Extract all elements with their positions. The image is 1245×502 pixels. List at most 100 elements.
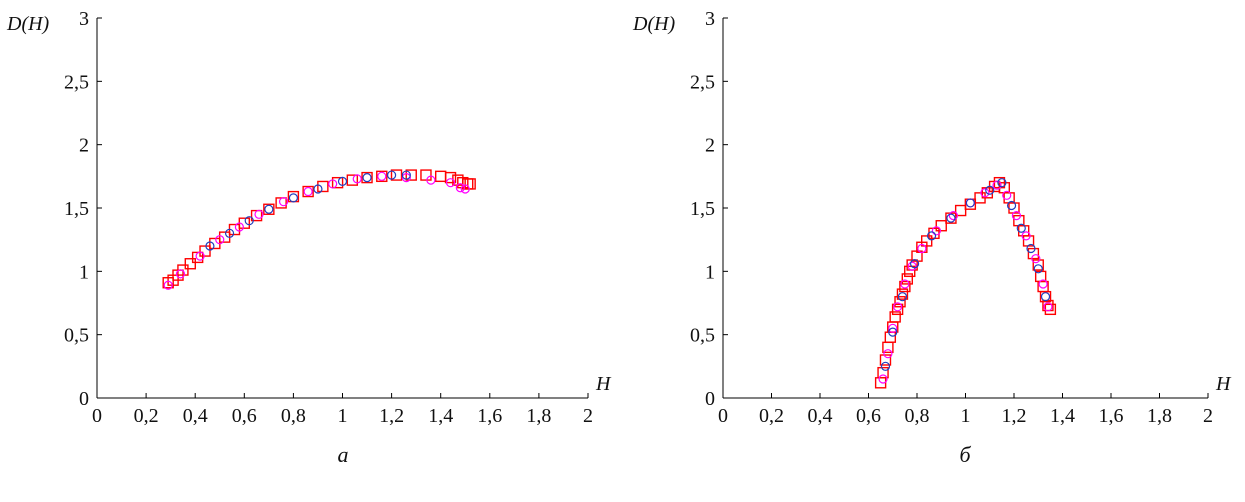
data-point <box>278 197 289 207</box>
data-point <box>184 258 196 270</box>
data-point <box>931 226 942 236</box>
x-tick-label: 1,8 <box>526 405 551 427</box>
series-1 <box>162 169 476 289</box>
data-point <box>877 366 889 379</box>
y-tick-label: 0,5 <box>64 325 89 347</box>
data-point <box>401 173 411 183</box>
x-tick-label: 2 <box>1203 405 1213 427</box>
data-point <box>1043 302 1053 312</box>
data-point <box>907 261 917 271</box>
data-point <box>884 331 897 343</box>
x-tick-label: 0,8 <box>905 405 930 427</box>
data-point <box>346 174 359 186</box>
x-tick-label: 0,6 <box>232 405 257 427</box>
data-point <box>896 288 909 300</box>
data-point <box>1031 254 1041 264</box>
series-1 <box>874 176 1057 389</box>
data-point <box>244 216 254 226</box>
data-point <box>1021 231 1031 241</box>
data-point <box>195 251 205 261</box>
x-tick-label: 0,6 <box>856 405 881 427</box>
x-tick-label: 2 <box>583 405 593 427</box>
chart-caption: б <box>959 442 971 467</box>
data-point <box>888 323 898 333</box>
data-point <box>420 169 432 181</box>
data-point <box>878 374 888 384</box>
x-tick-label: 1,6 <box>1099 405 1124 427</box>
data-point <box>954 204 967 217</box>
x-tick-label: 0 <box>718 405 728 427</box>
data-point <box>1006 200 1017 211</box>
data-point <box>935 220 947 232</box>
data-point <box>254 209 264 219</box>
data-point <box>883 349 893 359</box>
data-point <box>302 185 314 198</box>
series-3 <box>205 170 411 251</box>
data-point <box>175 269 186 279</box>
data-point <box>926 231 937 241</box>
data-point <box>1011 211 1022 221</box>
data-point <box>948 211 958 221</box>
data-point <box>455 183 465 193</box>
x-tick-label: 0,4 <box>183 405 208 427</box>
x-tick-label: 0,8 <box>281 405 306 427</box>
x-tick-label: 1 <box>961 405 971 427</box>
data-point <box>1032 259 1044 271</box>
data-point <box>888 327 898 337</box>
data-point <box>899 280 911 293</box>
data-point <box>889 311 901 323</box>
data-point <box>426 175 436 185</box>
x-tick-label: 0,2 <box>134 405 159 427</box>
y-tick-label: 2,5 <box>690 71 715 93</box>
data-point <box>362 173 372 183</box>
y-tick-label: 1 <box>79 261 89 283</box>
data-point <box>1033 264 1043 274</box>
data-point <box>317 180 329 193</box>
data-point <box>401 170 411 180</box>
data-point <box>390 169 403 181</box>
data-point <box>337 176 348 186</box>
x-tick-label: 0 <box>92 405 102 427</box>
series-2 <box>163 171 470 290</box>
data-point <box>445 178 456 188</box>
y-tick-label: 1,5 <box>64 198 89 220</box>
data-point <box>985 185 995 195</box>
y-tick-label: 0,5 <box>690 325 715 347</box>
y-axis-label: D(H) <box>632 13 676 35</box>
x-tick-label: 0,2 <box>759 405 784 427</box>
data-point <box>1022 235 1035 247</box>
data-point <box>435 170 447 183</box>
data-point <box>288 193 298 203</box>
y-tick-label: 0 <box>705 388 715 410</box>
data-point <box>264 204 274 214</box>
x-tick-label: 1,6 <box>477 405 502 427</box>
data-point <box>904 265 916 278</box>
data-point <box>361 171 373 184</box>
y-tick-label: 1 <box>705 261 715 283</box>
data-point <box>1016 223 1026 233</box>
x-tick-label: 1 <box>338 405 348 427</box>
data-point <box>894 296 906 308</box>
y-tick-label: 3 <box>705 8 715 30</box>
data-point <box>313 184 323 194</box>
x-axis-label: H <box>1215 373 1232 395</box>
data-point <box>1002 190 1012 200</box>
x-tick-label: 1,2 <box>379 405 404 427</box>
x-tick-label: 1,4 <box>1050 405 1075 427</box>
x-tick-label: 1,4 <box>428 405 453 427</box>
data-point <box>980 188 990 198</box>
y-tick-label: 2 <box>705 135 715 157</box>
data-point <box>897 292 908 302</box>
data-point <box>376 170 388 183</box>
data-point <box>997 178 1007 188</box>
data-point <box>1040 292 1051 302</box>
data-point <box>1039 290 1052 303</box>
data-point <box>224 228 235 238</box>
data-point <box>199 245 211 257</box>
data-point <box>163 280 173 290</box>
data-point <box>946 213 956 223</box>
data-point <box>444 171 457 184</box>
data-point <box>275 197 287 209</box>
